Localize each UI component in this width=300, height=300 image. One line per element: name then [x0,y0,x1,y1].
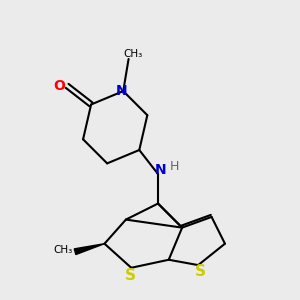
Text: O: O [53,79,65,93]
Text: N: N [116,84,128,98]
Text: H: H [170,160,179,172]
Text: S: S [195,264,206,279]
Text: CH₃: CH₃ [123,49,142,58]
Text: S: S [124,268,135,283]
Polygon shape [74,244,104,255]
Text: CH₃: CH₃ [53,245,73,255]
Text: N: N [154,163,166,177]
